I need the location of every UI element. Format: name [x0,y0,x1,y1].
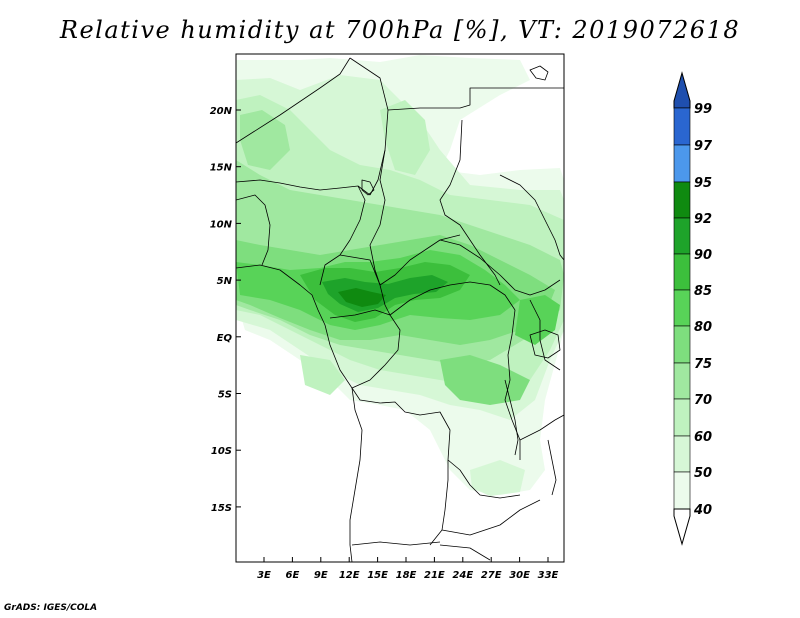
map-frame [235,53,565,563]
lake-tanganyika [504,379,519,456]
nile-delta [529,65,549,81]
lat-label: 5S [218,390,232,401]
border-chad-sudan [369,149,386,286]
border-drc-angola [351,387,521,499]
border-niger-nigeria [236,179,371,196]
colorbar-swatch-75-80 [673,325,691,364]
colorbar-label: 40 [693,503,712,518]
coastline-west [236,264,363,562]
colorbar-label: 95 [694,176,712,191]
lon-label: 15E [367,570,388,581]
border-drc-north [389,281,516,316]
colorbar: 99 97 95 92 90 85 80 75 70 60 50 40 [673,71,713,546]
colorbar-swatch-92-95 [673,181,691,219]
latitude-axis: 20N 15N 10N 5N EQ 5S 10S 15S [210,106,241,514]
lon-label: 9E [314,570,328,581]
colorbar-swatch-85-90 [673,253,691,291]
rh-humid-patch-south [470,460,525,496]
lon-label: 27E [481,570,502,581]
lake-chad [361,179,375,196]
colorbar-label: 60 [694,430,712,445]
border-libya-chad [349,57,389,196]
lat-label: 10N [210,219,233,230]
lon-label: 30E [509,570,530,581]
rh-humid-patch-east [515,295,560,345]
border-angola-zambia [429,460,449,546]
colorbar-swatch-40-50 [673,471,691,510]
border-libya-niger [236,57,351,144]
longitude-axis: 3E 6E 9E 12E 15E 18E 21E 24E 27E 30E 33E [257,557,559,581]
colorbar-bottom-arrow [673,508,691,546]
border-nigeria-cameroon [319,185,366,286]
border-botswana [439,544,491,561]
rh-humid-patch-north [380,100,430,175]
colorbar-labels: 99 97 95 92 90 85 80 75 70 60 50 40 [693,102,713,518]
colorbar-label: 90 [694,248,712,263]
lon-label: 3E [257,570,271,581]
border-zambia-south [441,499,541,536]
lake-victoria [529,329,561,359]
lat-label: 5N [217,276,233,287]
border-libya-egypt [387,87,564,111]
colorbar-swatch-97-99 [673,107,691,146]
colorbar-label: 92 [694,212,712,227]
lon-label: 18E [396,570,417,581]
colorbar-label: 97 [694,139,713,154]
colorbar-label: 99 [694,102,712,117]
border-south-sudan [439,239,561,296]
lat-label: 20N [210,106,233,117]
lon-label: 12E [339,570,360,581]
lake-malawi [547,439,557,496]
border-congo-drc [329,309,401,389]
lon-label: 21E [424,570,445,581]
colorbar-label: 50 [694,466,712,481]
lon-label: 6E [286,570,300,581]
colorbar-label: 80 [694,320,712,335]
border-egypt-sudan [439,119,501,286]
lat-label: 15N [210,163,233,174]
rh-92-band [338,288,386,307]
rh-humid-patch-northwest [240,110,290,170]
border-car-sudan [379,234,461,286]
colorbar-swatch-90-92 [673,217,691,255]
border-ethiopia [499,174,564,261]
colorbar-swatch-80-85 [673,289,691,327]
border-uganda-kenya [529,299,561,371]
colorbar-label: 85 [694,284,712,299]
border-tanzania [519,414,564,441]
lat-label: 15S [211,503,232,514]
colorbar-swatch-70-75 [673,362,691,400]
lat-label: 10S [211,446,232,457]
colorbar-swatch-95-97 [673,144,691,183]
credit-text: GrADS: IGES/COLA [4,603,98,613]
humidity-shading [236,55,564,496]
border-angola-namibia [351,541,441,546]
colorbar-swatch-50-60 [673,435,691,473]
colorbar-label: 70 [694,393,712,408]
rh-humid-patch-southwest [300,355,345,395]
lon-label: 24E [452,570,473,581]
country-borders [236,57,564,562]
lat-label: EQ [217,333,233,344]
rh-humid-patch-southeast [440,355,530,405]
chart-title: Relative humidity at 700hPa [%], VT: 201… [59,16,741,44]
colorbar-top-arrow [673,71,691,109]
colorbar-swatch-60-70 [673,398,691,437]
colorbar-label: 75 [694,357,712,372]
lon-label: 33E [538,570,559,581]
border-west [236,194,271,266]
